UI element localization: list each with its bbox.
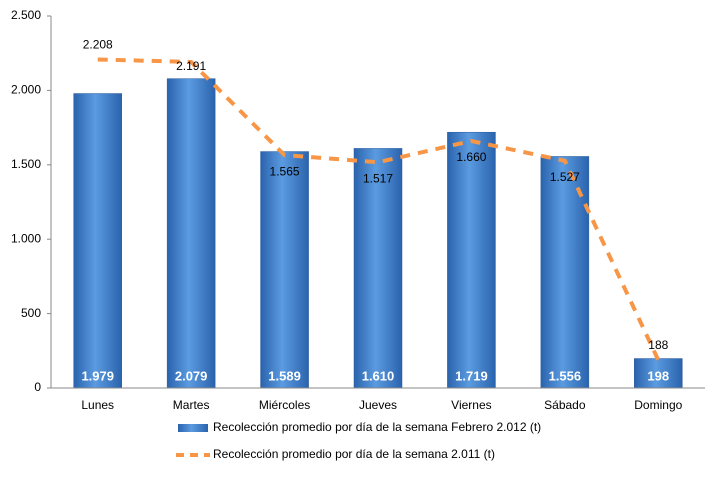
line	[97, 57, 661, 361]
bar	[73, 93, 122, 389]
y-tick-label: 1.500	[11, 157, 41, 171]
bar	[166, 78, 216, 389]
legend-label: Recolección promedio por día de la seman…	[213, 420, 541, 434]
bar-value-label: 1.610	[362, 368, 395, 383]
bar	[447, 131, 496, 389]
bar-value-label: 1.979	[81, 368, 114, 383]
y-tick-label: 1.000	[11, 231, 41, 245]
x-tick-label: Lunes	[81, 398, 114, 412]
x-tick-label: Sábado	[544, 398, 586, 412]
x-tick-label: Martes	[173, 398, 210, 412]
line-value-label: 1.527	[550, 170, 580, 184]
y-tick-label: 500	[21, 306, 41, 320]
bar	[634, 358, 683, 389]
x-tick-label: Domingo	[634, 398, 682, 412]
x-tick-label: Miércoles	[259, 398, 310, 412]
bar-value-label: 198	[647, 368, 669, 383]
x-tick-label: Viernes	[451, 398, 491, 412]
line-value-label: 188	[648, 338, 668, 352]
bar	[540, 156, 590, 389]
bar-value-label: 1.556	[549, 368, 582, 383]
y-tick-label: 2.500	[11, 8, 41, 22]
bar	[260, 151, 309, 389]
bar-value-label: 2.079	[175, 368, 208, 383]
line-value-label: 1.517	[363, 171, 393, 185]
y-tick-label: 0	[34, 380, 41, 394]
bar-value-label: 1.589	[268, 368, 301, 383]
legend-swatch	[178, 424, 208, 432]
legend-label: Recolección promedio por día de la seman…	[213, 447, 495, 461]
x-tick-label: Jueves	[359, 398, 397, 412]
bar-value-label: 1.719	[455, 368, 488, 383]
line-value-label: 1.565	[270, 164, 300, 178]
line-value-label: 1.660	[456, 150, 486, 164]
line-value-label: 2.208	[83, 38, 113, 52]
line-value-label: 2.191	[176, 59, 206, 73]
y-tick-label: 2.000	[11, 83, 41, 97]
